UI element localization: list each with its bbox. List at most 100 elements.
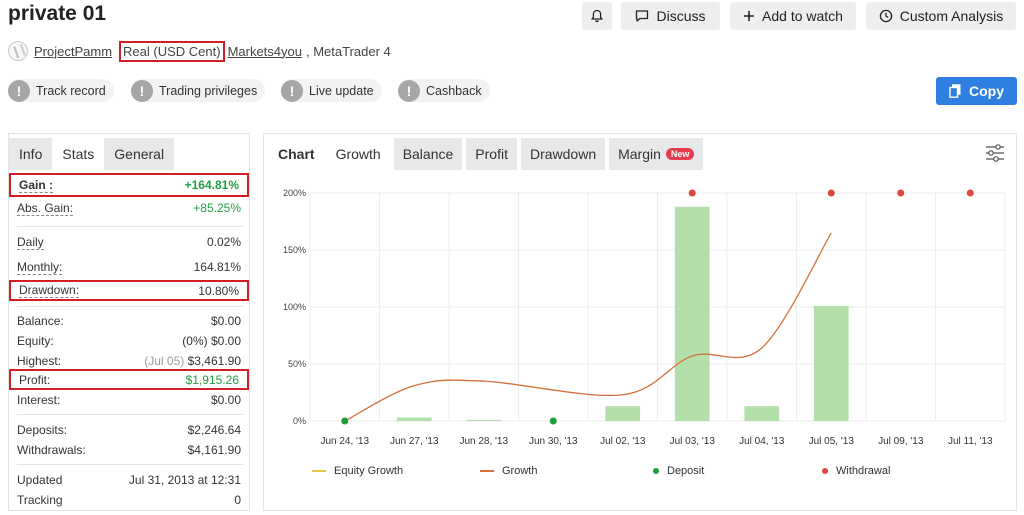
legend-label: Deposit <box>667 465 705 477</box>
stat-label: Highest: <box>17 354 62 368</box>
stat-drawdown: Drawdown: 10.80% <box>9 280 249 301</box>
account-type: Real (USD Cent) <box>119 40 225 62</box>
stat-highest: Highest: (Jul 05) $3,461.90 <box>9 351 249 371</box>
stat-label: Balance: <box>17 314 64 328</box>
tab-margin[interactable]: Margin New <box>609 138 704 170</box>
x-tick-label: Jul 03, '13 <box>670 436 716 447</box>
exclamation-icon: ! <box>398 79 420 102</box>
copy-label: Copy <box>969 83 1004 99</box>
chart-panel: Chart Growth Balance Profit Drawdown Mar… <box>263 133 1017 511</box>
badge-label: Live update <box>309 83 374 98</box>
withdrawal-marker <box>966 189 974 197</box>
stat-value: $2,246.64 <box>187 423 241 437</box>
stat-value-group: (0%) $0.00 <box>182 334 241 348</box>
stat-value: $3,461.90 <box>187 354 241 368</box>
legend-growth: Growth <box>480 464 537 478</box>
tab-general[interactable]: General <box>104 138 175 170</box>
stat-value: 0.02% <box>206 235 241 249</box>
notification-bell-button[interactable] <box>582 2 612 30</box>
stat-value: $0.00 <box>210 393 241 407</box>
x-tick-label: Jun 27, '13 <box>390 436 439 447</box>
stat-value: 164.81% <box>193 260 241 274</box>
y-tick-label: 100% <box>283 302 306 312</box>
bell-icon <box>590 9 604 23</box>
legend-deposit: Deposit <box>653 464 704 478</box>
add-to-watch-button[interactable]: Add to watch <box>730 2 856 30</box>
custom-analysis-button[interactable]: Custom Analysis <box>866 2 1016 30</box>
stat-label[interactable]: Drawdown: <box>19 283 80 298</box>
stat-label[interactable]: Daily <box>17 234 44 250</box>
tab-stats[interactable]: Stats <box>52 138 105 170</box>
stat-equity: Equity: (0%) $0.00 <box>9 331 249 351</box>
owner-link[interactable]: ProjectPamm <box>34 43 113 59</box>
discuss-button[interactable]: Discuss <box>621 2 720 30</box>
platform-text: , MetaTrader 4 <box>305 43 391 59</box>
stat-deposits: Deposits: $2,246.64 <box>9 420 249 440</box>
stat-value: Jul 31, 2013 at 12:31 <box>128 473 241 487</box>
chart-bar <box>466 419 502 421</box>
stat-label[interactable]: Abs. Gain: <box>17 200 74 216</box>
withdrawal-marker <box>827 189 835 197</box>
stat-label: Deposits: <box>17 423 68 437</box>
page-title: private 01 <box>8 2 107 25</box>
badge-label: Track record <box>36 83 106 98</box>
stat-profit: Profit: $1,915.26 <box>9 369 249 390</box>
stat-daily: Daily 0.02% <box>9 232 249 252</box>
tab-balance[interactable]: Balance <box>393 138 463 170</box>
y-tick-label: 200% <box>283 188 306 198</box>
stat-label: Tracking <box>17 493 63 507</box>
stat-updated: Updated Jul 31, 2013 at 12:31 <box>9 470 249 490</box>
tab-profit[interactable]: Profit <box>466 138 517 170</box>
discuss-label: Discuss <box>656 8 706 24</box>
tab-chart[interactable]: Chart <box>278 146 315 162</box>
stat-label: Interest: <box>17 393 61 407</box>
avatar <box>8 41 28 61</box>
y-tick-label: 150% <box>283 245 306 255</box>
stat-balance: Balance: $0.00 <box>9 311 249 331</box>
x-tick-label: Jul 02, '13 <box>600 436 646 447</box>
chart-bar <box>813 305 849 421</box>
chart-bar <box>396 417 432 421</box>
copy-icon <box>949 84 961 98</box>
exclamation-icon: ! <box>281 79 303 102</box>
exclamation-icon: ! <box>8 79 30 102</box>
badge-cashback[interactable]: ! Cashback <box>398 79 490 102</box>
badge-trading-privileges[interactable]: ! Trading privileges <box>131 79 266 102</box>
legend-swatch-line <box>312 470 326 472</box>
divider <box>17 464 243 465</box>
stat-label[interactable]: Gain : <box>19 177 54 193</box>
x-tick-label: Jul 05, '13 <box>809 436 855 447</box>
stat-monthly: Monthly: 164.81% <box>9 257 249 277</box>
stat-value-group: (Jul 05) $3,461.90 <box>144 354 241 368</box>
stat-value: 10.80% <box>198 283 239 298</box>
stat-gain: Gain : +164.81% <box>9 173 249 197</box>
stat-tracking: Tracking 0 <box>9 490 249 510</box>
broker-link[interactable]: Markets4you <box>227 43 302 59</box>
copy-button[interactable]: Copy <box>936 77 1017 105</box>
x-tick-label: Jul 04, '13 <box>739 436 785 447</box>
divider <box>17 226 243 227</box>
stats-tabs: Info Stats General <box>9 134 249 170</box>
tab-info[interactable]: Info <box>9 138 53 170</box>
badge-label: Trading privileges <box>159 83 258 98</box>
stat-label[interactable]: Monthly: <box>17 259 63 275</box>
stat-abs-gain: Abs. Gain: +85.25% <box>9 198 249 218</box>
badge-live-update[interactable]: ! Live update <box>281 79 382 102</box>
stat-label: Profit: <box>19 372 51 387</box>
chart-settings-icon[interactable] <box>984 143 1006 163</box>
x-tick-label: Jul 09, '13 <box>878 436 924 447</box>
legend-label: Withdrawal <box>836 465 891 477</box>
stats-panel: Info Stats General Gain : +164.81% Abs. … <box>8 133 250 511</box>
plus-icon <box>744 11 755 21</box>
stat-value: $0.00 <box>210 334 241 348</box>
x-tick-label: Jun 30, '13 <box>529 436 578 447</box>
speech-bubble-icon <box>636 10 649 22</box>
legend-label: Growth <box>502 465 538 477</box>
x-tick-label: Jun 28, '13 <box>459 436 508 447</box>
tab-drawdown[interactable]: Drawdown <box>520 138 606 170</box>
divider <box>17 414 243 415</box>
x-tick-label: Jun 24, '13 <box>320 436 369 447</box>
badge-track-record[interactable]: ! Track record <box>8 79 114 102</box>
tab-growth[interactable]: Growth <box>326 138 390 170</box>
y-tick-label: 0% <box>293 416 306 426</box>
